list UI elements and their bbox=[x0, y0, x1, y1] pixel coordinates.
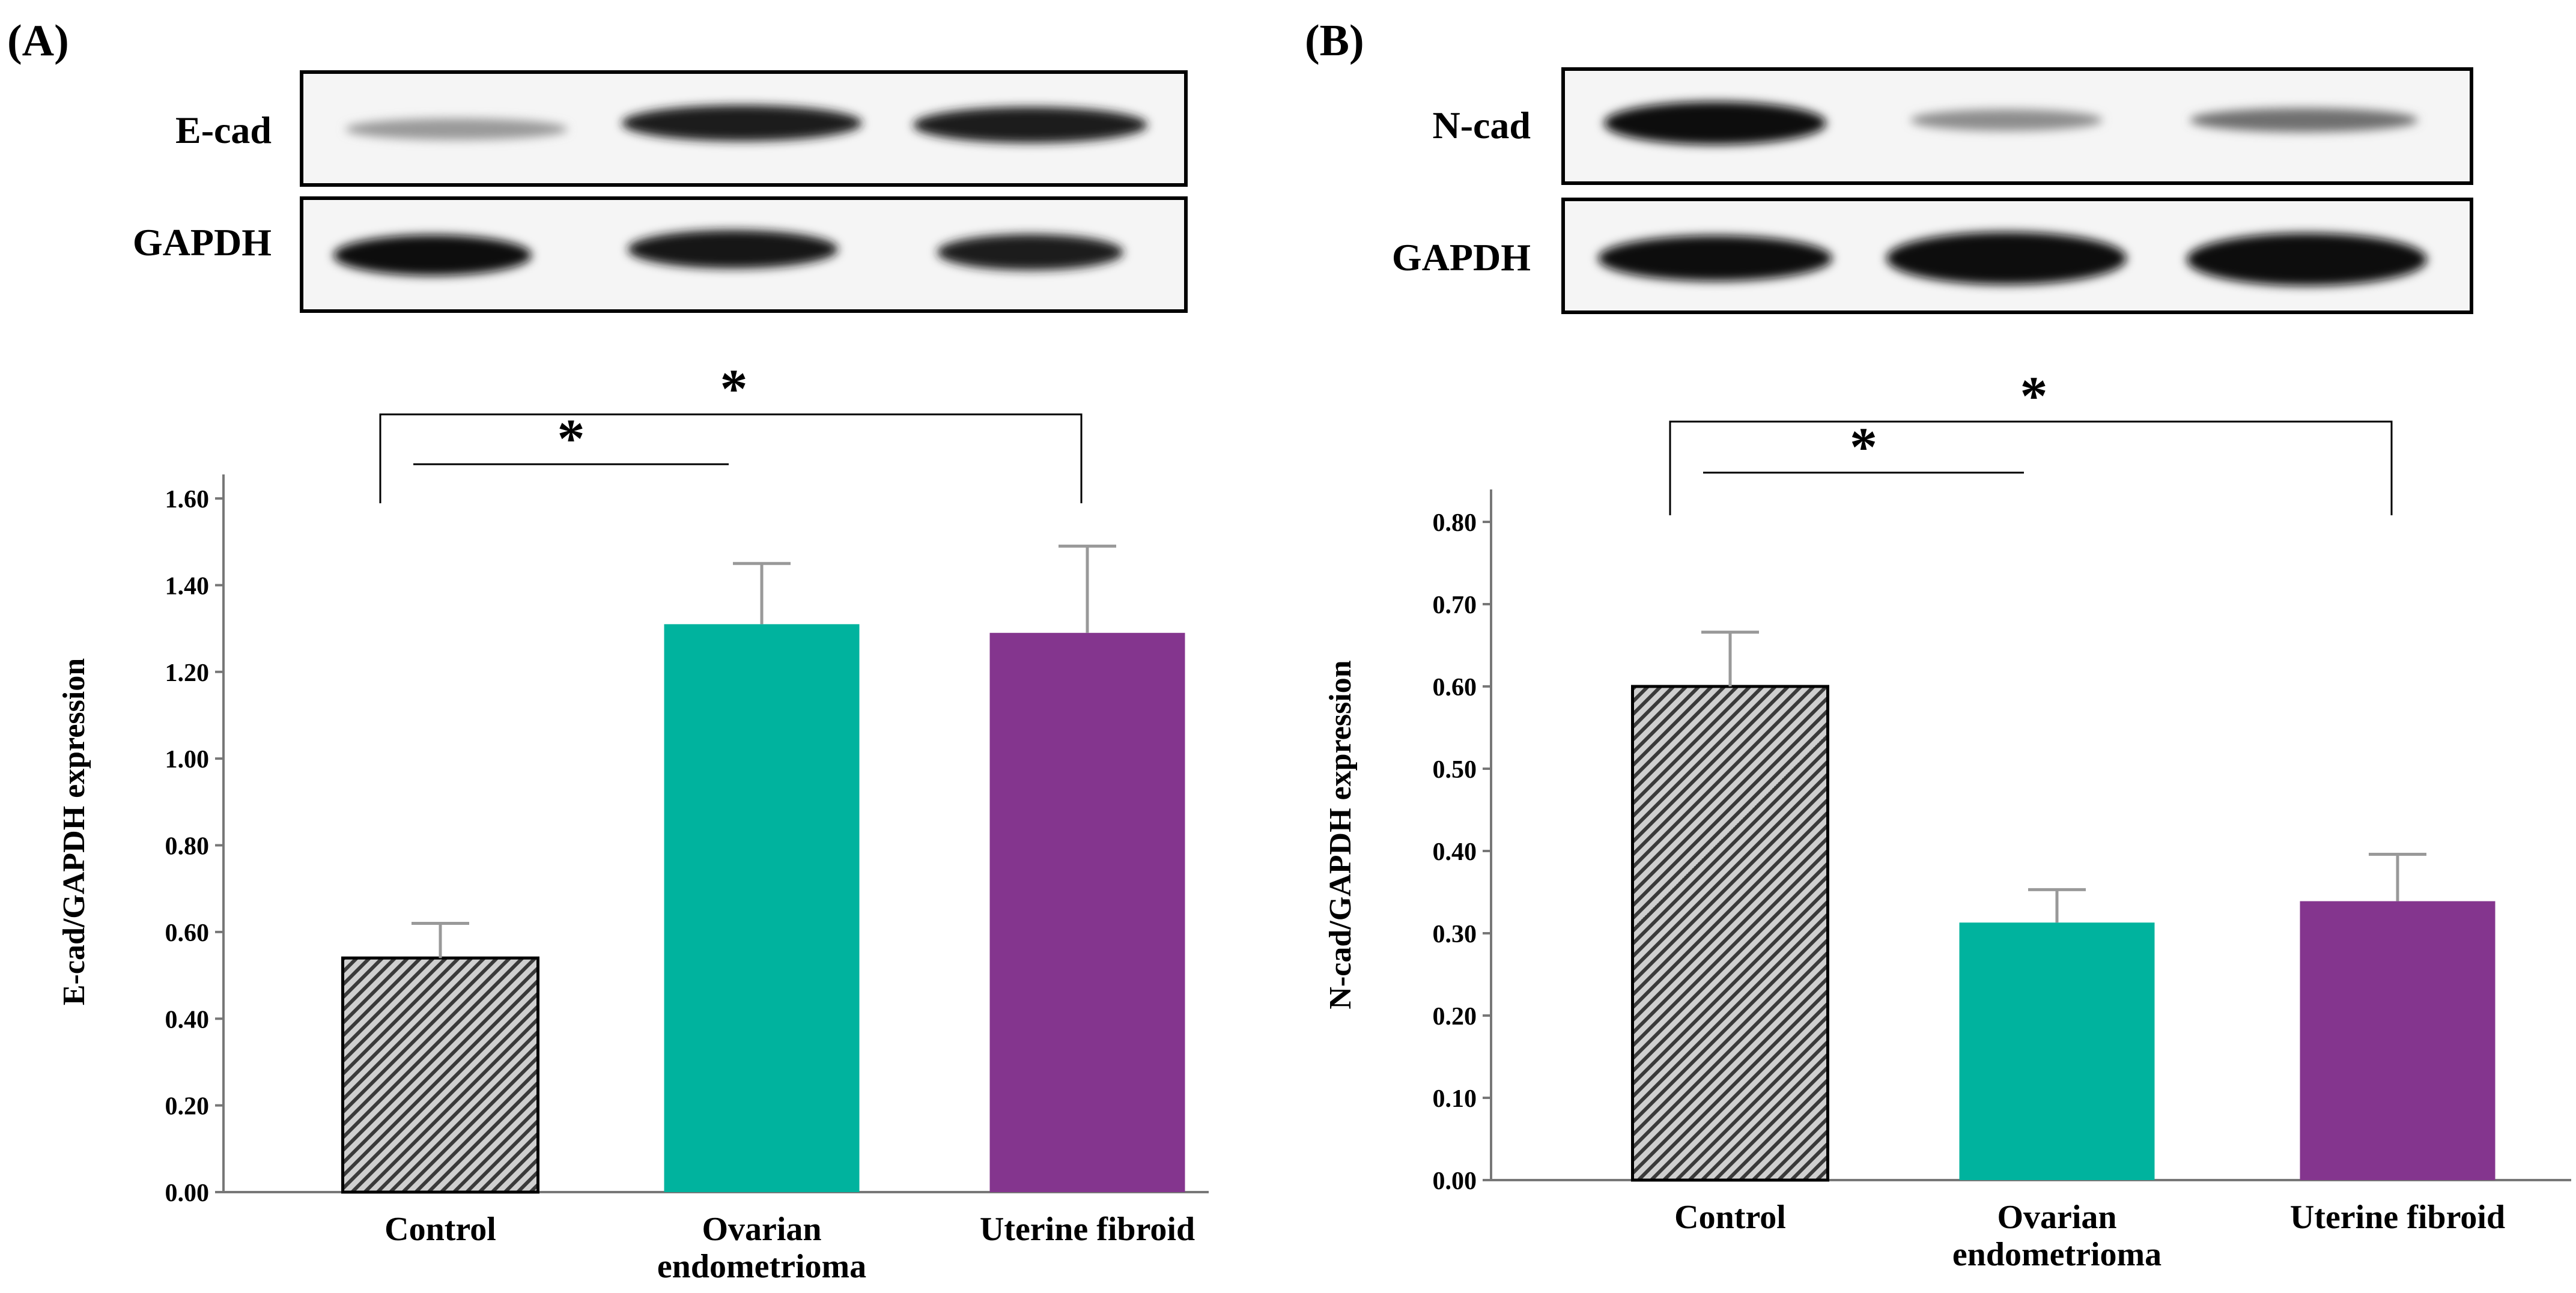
y-tick-label: 0.80 bbox=[1433, 509, 1477, 537]
bar-ovarian-endometrioma bbox=[664, 624, 860, 1192]
y-axis-title: N-cad/GAPDH expression bbox=[1323, 660, 1358, 1009]
category-label: Ovarian bbox=[702, 1211, 821, 1248]
significance-bracket bbox=[1669, 420, 2393, 515]
blot-band bbox=[628, 230, 838, 268]
blot-band bbox=[1598, 235, 1832, 281]
category-label: endometrioma bbox=[657, 1248, 866, 1285]
category-label: Ovarian bbox=[1997, 1199, 2116, 1236]
blot-a-target-label: E-cad bbox=[175, 109, 272, 151]
y-tick-label: 1.40 bbox=[165, 572, 210, 600]
blot-band bbox=[1604, 101, 1826, 145]
bar-ovarian-endometrioma bbox=[1959, 922, 2155, 1180]
bar-uterine-fibroid bbox=[2300, 901, 2496, 1180]
significance-star: * bbox=[2020, 365, 2048, 426]
y-axis-title: E-cad/GAPDH expression bbox=[57, 658, 91, 1005]
blot-band bbox=[913, 107, 1147, 143]
y-tick-label: 0.20 bbox=[1433, 1003, 1477, 1031]
significance-brackets: ** bbox=[1669, 365, 2393, 515]
blot-b-loading-label: GAPDH bbox=[1392, 236, 1531, 279]
blot-band bbox=[622, 105, 862, 141]
chart-b: 0.00 0.10 0.20 0.30 0.40 0.50 0.60 0.70 0.80 N-c… bbox=[1323, 365, 2571, 1273]
y-tick-label: 0.60 bbox=[165, 919, 210, 947]
blot-band bbox=[345, 118, 568, 140]
significance-star: * bbox=[1850, 416, 1877, 477]
y-tick-label: 1.00 bbox=[165, 746, 210, 774]
panel-b: (B) N-cad GAPDH 0.00 0.10 0.20 0.30 0.40 0.50… bbox=[1305, 16, 2571, 1273]
blot-b: N-cad GAPDH bbox=[1392, 67, 2473, 314]
y-tick-label: 1.60 bbox=[165, 486, 210, 513]
blot-band bbox=[1910, 109, 2103, 131]
y-ticks: 0.00 0.10 0.20 0.30 0.40 0.50 0.60 0.70 0.80 bbox=[1433, 509, 1491, 1195]
blot-b-target-label: N-cad bbox=[1432, 104, 1531, 147]
blot-band bbox=[937, 234, 1123, 270]
y-tick-label: 0.20 bbox=[165, 1093, 210, 1121]
y-tick-label: 0.70 bbox=[1433, 592, 1477, 619]
significance-bracket bbox=[379, 413, 1083, 503]
y-tick-label: 0.40 bbox=[1433, 838, 1477, 866]
significance-star: * bbox=[557, 408, 585, 469]
blot-band bbox=[1886, 232, 2127, 285]
bar-control bbox=[1631, 685, 1829, 1182]
y-tick-label: 0.40 bbox=[165, 1006, 210, 1034]
bar-control bbox=[341, 956, 539, 1194]
category-label: Control bbox=[384, 1211, 496, 1248]
y-tick-label: 0.10 bbox=[1433, 1085, 1477, 1113]
category-label: Control bbox=[1674, 1199, 1786, 1236]
panel-b-label: (B) bbox=[1305, 16, 1364, 65]
blot-band bbox=[333, 235, 532, 276]
category-label: endometrioma bbox=[1952, 1236, 2161, 1273]
y-tick-label: 0.50 bbox=[1433, 756, 1477, 784]
bars bbox=[341, 544, 1185, 1194]
blot-a: E-cad GAPDH bbox=[133, 70, 1188, 313]
blot-a-loading-label: GAPDH bbox=[133, 221, 272, 264]
bar-uterine-fibroid bbox=[989, 632, 1185, 1192]
category-label: Uterine fibroid bbox=[2290, 1199, 2505, 1236]
y-tick-label: 0.80 bbox=[165, 833, 210, 861]
bars bbox=[1631, 631, 2496, 1182]
category-label: Uterine fibroid bbox=[980, 1211, 1195, 1248]
y-tick-label: 0.00 bbox=[165, 1179, 210, 1207]
panel-a: (A) E-cad GAPDH 0.00 0.20 0.40 0.60 0.80 1.00… bbox=[7, 16, 1209, 1285]
y-tick-label: 0.60 bbox=[1433, 674, 1477, 701]
significance-star: * bbox=[720, 358, 748, 419]
y-tick-label: 1.20 bbox=[165, 659, 210, 687]
panel-a-label: (A) bbox=[7, 16, 69, 65]
blot-band bbox=[2187, 233, 2427, 286]
significance-brackets: ** bbox=[379, 358, 1083, 503]
chart-a: 0.00 0.20 0.40 0.60 0.80 1.00 1.20 1.40 1.60 E-c… bbox=[57, 358, 1209, 1285]
y-tick-label: 0.30 bbox=[1433, 921, 1477, 948]
blot-band bbox=[2190, 108, 2418, 132]
y-tick-label: 0.00 bbox=[1433, 1167, 1477, 1195]
y-ticks: 0.00 0.20 0.40 0.60 0.80 1.00 1.20 1.40 1.60 bbox=[165, 486, 223, 1207]
